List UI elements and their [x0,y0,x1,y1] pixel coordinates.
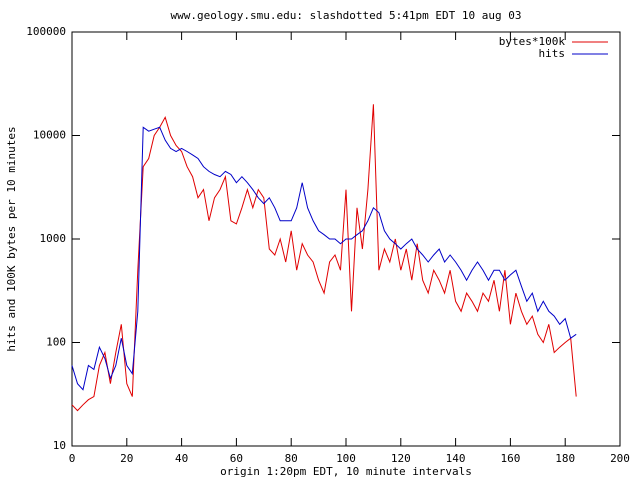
x-tick-label: 120 [391,452,411,465]
y-tick-label: 100000 [26,25,66,38]
x-tick-label: 0 [69,452,76,465]
x-tick-label: 20 [120,452,133,465]
x-tick-label: 80 [285,452,298,465]
x-tick-label: 140 [446,452,466,465]
legend-label: hits [539,47,566,60]
y-tick-label: 100 [46,336,66,349]
y-tick-label: 1000 [40,232,67,245]
x-tick-label: 60 [230,452,243,465]
x-tick-label: 200 [610,452,630,465]
y-tick-label: 10000 [33,129,66,142]
series-line [71,126,577,391]
x-axis-label: origin 1:20pm EDT, 10 minute intervals [220,465,472,478]
x-tick-label: 40 [175,452,188,465]
y-tick-label: 10 [53,439,66,452]
series-line [71,104,577,412]
x-tick-label: 160 [500,452,520,465]
legend-label: bytes*100k [499,35,566,48]
x-tick-label: 100 [336,452,356,465]
chart-title: www.geology.smu.edu: slashdotted 5:41pm … [171,9,522,22]
x-tick-label: 180 [555,452,575,465]
y-axis-label: hits and 100K bytes per 10 minutes [5,126,18,351]
